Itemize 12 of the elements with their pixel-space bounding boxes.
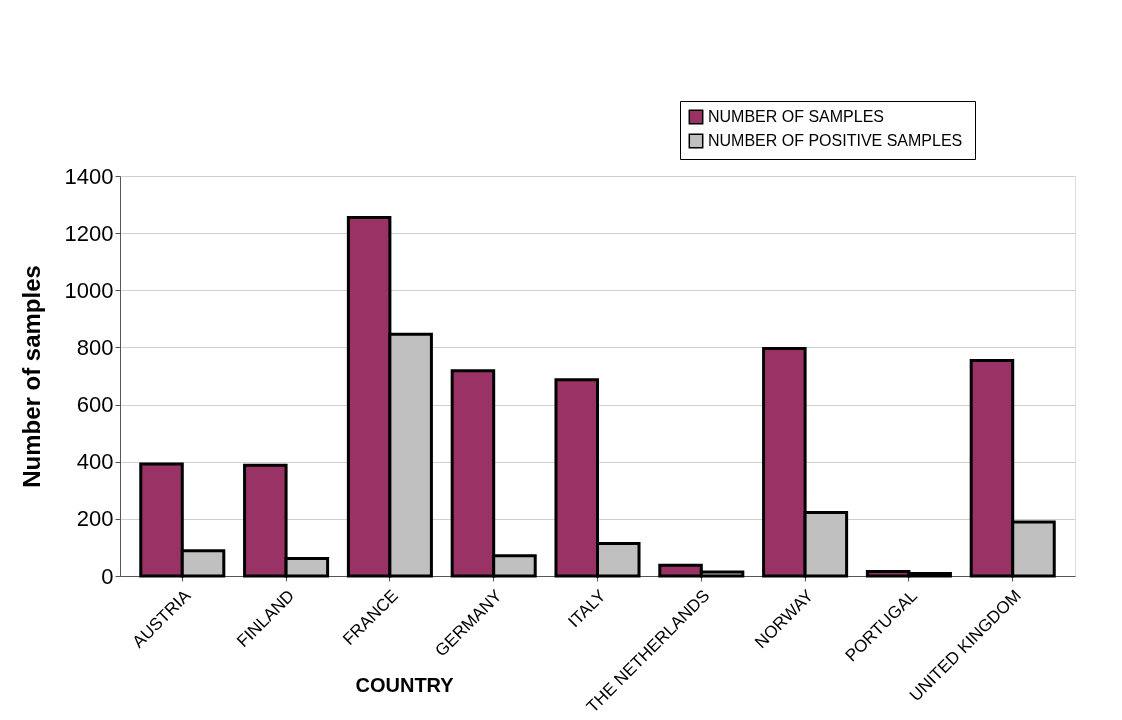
legend-label: NUMBER OF POSITIVE SAMPLES (708, 132, 963, 149)
y-axis-title: Number of samples (17, 265, 45, 488)
y-tick-label: 1400 (64, 163, 114, 189)
y-tick-label: 400 (76, 449, 114, 475)
y-tick-label: 600 (76, 392, 114, 418)
x-axis-title: COUNTRY (355, 673, 455, 696)
legend-label: NUMBER OF SAMPLES (708, 108, 885, 125)
y-tick-label: 0 (101, 563, 114, 589)
y-tick-label: 1200 (64, 220, 114, 246)
y-tick-label: 800 (76, 334, 114, 360)
y-tick-label: 200 (76, 506, 114, 532)
y-tick-label: 1000 (64, 277, 114, 303)
